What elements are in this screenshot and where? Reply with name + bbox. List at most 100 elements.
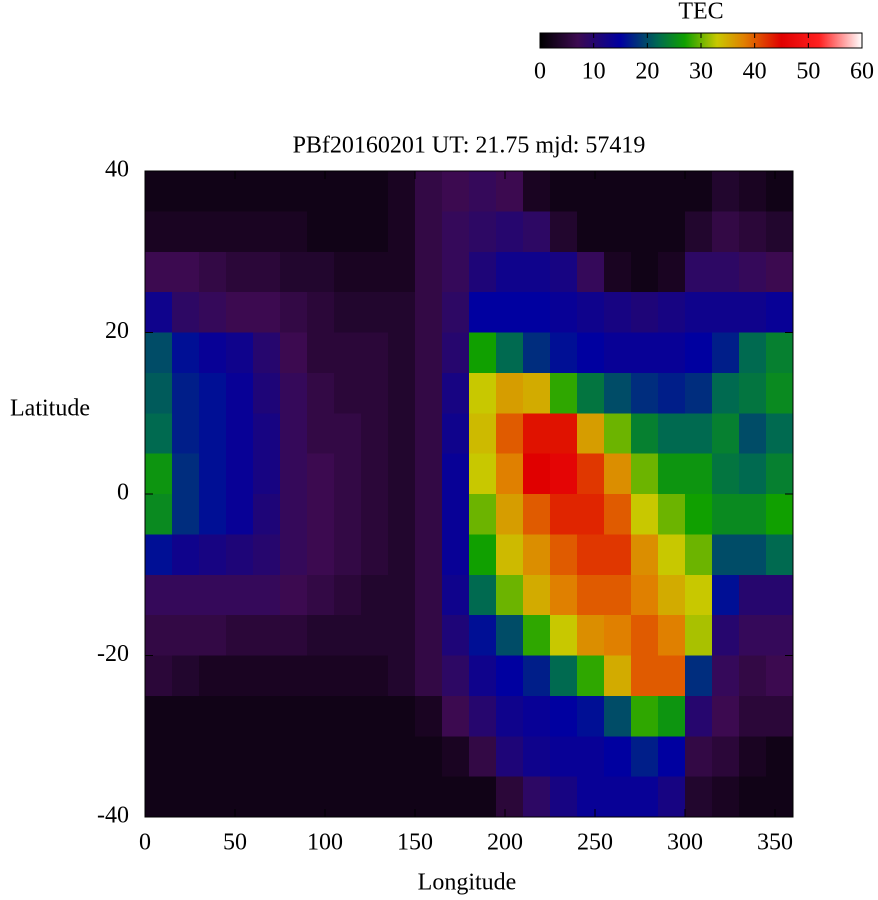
heatmap-cell — [361, 332, 389, 374]
heatmap-cell — [739, 615, 767, 656]
heatmap-cell — [685, 615, 713, 656]
heatmap-cell — [685, 171, 713, 212]
heatmap-cell — [145, 615, 173, 656]
heatmap-cell — [280, 655, 308, 697]
heatmap — [145, 171, 794, 818]
heatmap-cell — [577, 695, 605, 737]
heatmap-cell — [604, 574, 632, 616]
heatmap-cell — [199, 211, 227, 253]
heatmap-cell — [442, 534, 470, 576]
heatmap-cell — [307, 534, 335, 576]
heatmap-cell — [604, 332, 632, 374]
heatmap-cell — [307, 332, 335, 374]
heatmap-cell — [361, 736, 389, 778]
heatmap-cell — [361, 372, 389, 414]
heatmap-cell — [523, 736, 551, 778]
heatmap-cell — [199, 574, 227, 616]
heatmap-cell — [388, 211, 416, 253]
heatmap-cell — [469, 251, 497, 293]
heatmap-cell — [658, 574, 686, 616]
heatmap-cell — [442, 574, 470, 616]
x-tick-label: 50 — [223, 830, 247, 856]
heatmap-cell — [361, 292, 389, 333]
heatmap-cell — [199, 776, 227, 818]
heatmap-cell — [469, 615, 497, 656]
heatmap-cell — [550, 736, 578, 778]
heatmap-cell — [199, 615, 227, 656]
heatmap-cell — [604, 615, 632, 656]
heatmap-cell — [226, 776, 254, 818]
heatmap-cell — [145, 251, 173, 293]
heatmap-cell — [550, 171, 578, 212]
heatmap-cell — [415, 413, 443, 455]
heatmap-cell — [631, 171, 659, 212]
heatmap-cell — [307, 251, 335, 293]
heatmap-cell — [334, 736, 362, 778]
heatmap-cell — [577, 655, 605, 697]
heatmap-cell — [442, 413, 470, 455]
heatmap-cell — [658, 453, 686, 495]
heatmap-cell — [631, 372, 659, 414]
x-tick-label: 350 — [757, 830, 793, 856]
heatmap-cell — [307, 413, 335, 455]
colorbar-tick-label: 40 — [743, 59, 767, 85]
heatmap-cell — [739, 171, 767, 212]
heatmap-cell — [685, 776, 713, 818]
heatmap-cell — [523, 332, 551, 374]
heatmap-cell — [145, 292, 173, 333]
heatmap-cell — [685, 453, 713, 495]
heatmap-cell — [361, 534, 389, 576]
heatmap-cell — [388, 292, 416, 333]
colorbar-tick-label: 10 — [582, 59, 606, 85]
y-tick-label: 0 — [117, 480, 129, 506]
y-axis-label: Latitude — [10, 396, 90, 422]
heatmap-cell — [496, 615, 524, 656]
heatmap-cell — [334, 494, 362, 535]
heatmap-cell — [361, 655, 389, 697]
heatmap-cell — [253, 574, 281, 616]
heatmap-cell — [172, 251, 200, 293]
heatmap-cell — [658, 736, 686, 778]
heatmap-cell — [685, 736, 713, 778]
heatmap-cell — [496, 413, 524, 455]
heatmap-cell — [253, 695, 281, 737]
heatmap-cell — [766, 413, 794, 455]
heatmap-cell — [496, 453, 524, 495]
heatmap-cell — [199, 171, 227, 212]
heatmap-cell — [658, 332, 686, 374]
heatmap-cell — [739, 251, 767, 293]
heatmap-cell — [577, 736, 605, 778]
heatmap-cell — [496, 574, 524, 616]
heatmap-cell — [658, 534, 686, 576]
heatmap-cell — [604, 736, 632, 778]
colorbar-title: TEC — [678, 0, 723, 25]
heatmap-cell — [145, 494, 173, 535]
heatmap-cell — [361, 211, 389, 253]
heatmap-cell — [523, 453, 551, 495]
heatmap-cell — [631, 655, 659, 697]
heatmap-cell — [631, 413, 659, 455]
heatmap-cell — [307, 776, 335, 818]
heatmap-cell — [253, 736, 281, 778]
chart-title: PBf20160201 UT: 21.75 mjd: 57419 — [293, 133, 646, 159]
heatmap-cell — [739, 574, 767, 616]
heatmap-cell — [685, 494, 713, 535]
heatmap-cell — [442, 251, 470, 293]
heatmap-cell — [361, 413, 389, 455]
heatmap-cell — [280, 453, 308, 495]
heatmap-cell — [307, 655, 335, 697]
heatmap-cell — [253, 776, 281, 818]
heatmap-cell — [685, 574, 713, 616]
heatmap-cell — [334, 534, 362, 576]
x-tick-label: 300 — [667, 830, 703, 856]
heatmap-cell — [172, 292, 200, 333]
colorbar-tick-label: 20 — [635, 59, 659, 85]
heatmap-cell — [172, 453, 200, 495]
heatmap-cell — [604, 171, 632, 212]
heatmap-cell — [523, 171, 551, 212]
heatmap-cell — [766, 211, 794, 253]
heatmap-cell — [388, 332, 416, 374]
heatmap-cell — [280, 292, 308, 333]
heatmap-cell — [226, 332, 254, 374]
heatmap-cell — [658, 494, 686, 535]
